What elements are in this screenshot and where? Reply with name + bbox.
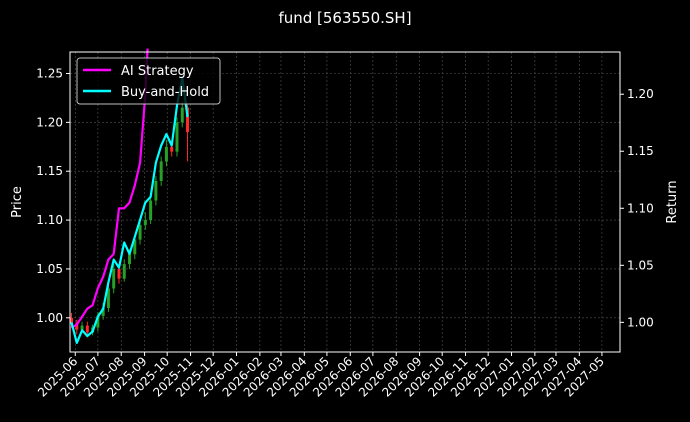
candle-body xyxy=(159,161,163,181)
x-axis: 2025-062025-072025-082025-092025-102025-… xyxy=(35,352,607,400)
left-tick-label: 1.20 xyxy=(36,115,63,129)
legend: AI Strategy Buy-and-Hold xyxy=(76,57,221,105)
left-tick-label: 1.25 xyxy=(36,66,63,80)
candle-body xyxy=(186,107,190,133)
candle-body xyxy=(75,322,79,330)
series-line-ai-strategy xyxy=(70,48,149,329)
candle-body xyxy=(112,268,116,289)
candle-body xyxy=(80,325,84,330)
series-lines xyxy=(70,48,189,344)
candle-body xyxy=(117,268,121,279)
left-axis-label: Price xyxy=(10,186,25,218)
candle-body xyxy=(175,122,179,152)
candle-body xyxy=(164,146,168,162)
plot-frame xyxy=(69,51,621,353)
right-tick-label: 1.20 xyxy=(627,87,654,101)
legend-label-ai-strategy: AI Strategy xyxy=(121,64,194,79)
legend-label-buy-and-hold: Buy-and-Hold xyxy=(121,85,209,100)
candle-body xyxy=(96,315,100,328)
legend-box xyxy=(76,57,221,105)
series-line-buy-and-hold xyxy=(70,75,189,344)
left-tick-label: 1.00 xyxy=(36,311,63,325)
candle-body xyxy=(128,254,132,265)
right-tick-label: 1.10 xyxy=(627,201,654,215)
left-tick-label: 1.10 xyxy=(36,213,63,227)
candle-body xyxy=(149,200,153,221)
candle-body xyxy=(70,317,74,323)
candle-body xyxy=(122,264,126,279)
candle-body xyxy=(85,325,89,333)
right-tick-label: 1.15 xyxy=(627,144,654,158)
candle-body xyxy=(154,180,158,201)
left-axis: 1.00 1.05 1.10 1.15 1.20 1.25 xyxy=(36,66,70,325)
candle-body xyxy=(138,224,142,240)
left-tick-label: 1.15 xyxy=(36,164,63,178)
right-tick-label: 1.05 xyxy=(627,258,654,272)
right-axis: 1.00 1.05 1.10 1.15 1.20 xyxy=(620,87,654,329)
right-axis-label: Return xyxy=(665,180,680,223)
chart-title: fund [563550.SH] xyxy=(278,9,411,27)
candle-body xyxy=(101,308,105,316)
right-tick-label: 1.00 xyxy=(627,315,654,329)
candle-body xyxy=(106,288,110,309)
candle-body xyxy=(143,220,147,225)
candle-body xyxy=(180,107,184,123)
left-tick-label: 1.05 xyxy=(36,262,63,276)
candle-body xyxy=(133,239,137,255)
candle-body xyxy=(170,146,174,152)
candlesticks xyxy=(70,100,190,338)
